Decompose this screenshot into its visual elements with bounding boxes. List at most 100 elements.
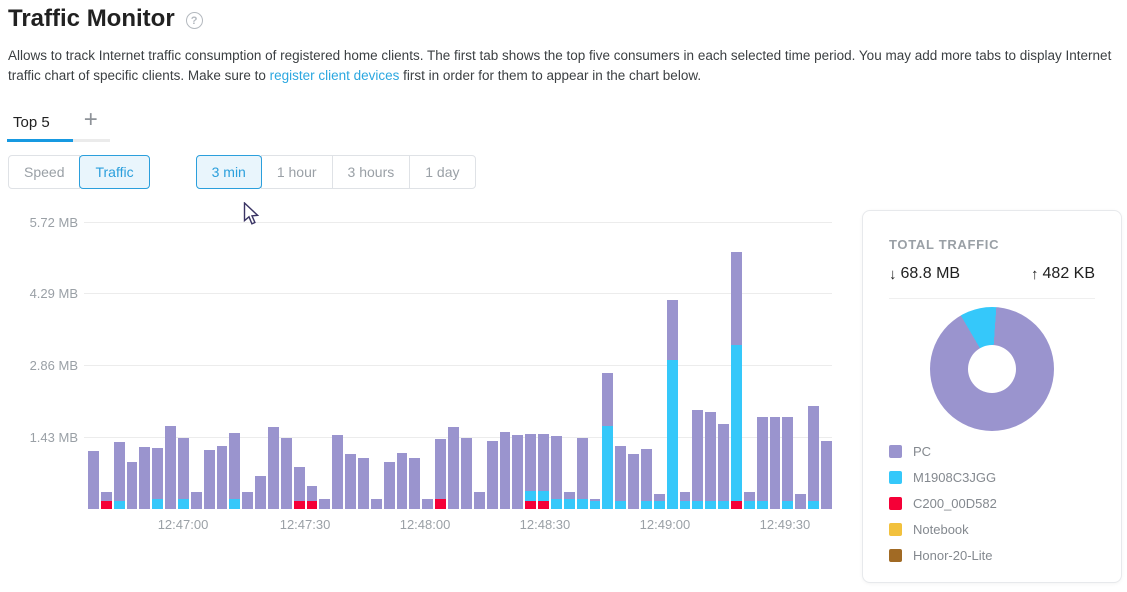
period-3hours-button[interactable]: 3 hours: [331, 155, 411, 189]
traffic-bar[interactable]: [525, 434, 537, 509]
traffic-bar[interactable]: [679, 491, 691, 509]
traffic-bar[interactable]: [88, 451, 99, 509]
traffic-bar[interactable]: [795, 494, 807, 509]
register-client-devices-link[interactable]: register client devices: [269, 67, 400, 83]
traffic-bar[interactable]: [808, 406, 819, 509]
legend-item-m1908c3jgg[interactable]: M1908C3JGG: [889, 464, 1095, 490]
traffic-bar[interactable]: [165, 425, 177, 509]
traffic-bar[interactable]: [358, 458, 369, 509]
traffic-bar[interactable]: [190, 492, 202, 509]
traffic-bar[interactable]: [448, 427, 459, 509]
traffic-bar[interactable]: [550, 435, 562, 509]
traffic-bar[interactable]: [268, 427, 279, 509]
traffic-bar[interactable]: [409, 458, 421, 509]
traffic-bar[interactable]: [306, 486, 318, 509]
traffic-bar[interactable]: [435, 439, 447, 509]
tab-top-5[interactable]: Top 5: [13, 113, 50, 131]
traffic-bar[interactable]: [589, 499, 601, 509]
traffic-bar[interactable]: [538, 434, 549, 509]
download-value: 68.8 MB: [900, 265, 961, 282]
traffic-bar[interactable]: [229, 433, 241, 509]
download-total: ↓ 68.8 MB: [889, 265, 960, 283]
traffic-bar[interactable]: [100, 492, 112, 509]
traffic-bar[interactable]: [615, 446, 627, 509]
page-description: Allows to track Internet traffic consump…: [8, 46, 1121, 85]
traffic-bar[interactable]: [666, 300, 678, 509]
traffic-bar[interactable]: [460, 437, 472, 509]
traffic-bar[interactable]: [293, 467, 305, 509]
bar-segment: [692, 410, 704, 501]
legend-item-pc[interactable]: PC: [889, 438, 1095, 464]
bar-segment: [358, 458, 369, 509]
page-header: Traffic Monitor ?: [8, 5, 203, 33]
traffic-bar[interactable]: [203, 450, 215, 509]
period-1hour-button[interactable]: 1 hour: [260, 155, 333, 189]
traffic-bar[interactable]: [718, 424, 729, 509]
traffic-bar[interactable]: [628, 454, 639, 509]
bar-segment: [589, 501, 601, 509]
traffic-donut-chart[interactable]: [930, 307, 1054, 431]
traffic-bar[interactable]: [139, 447, 151, 509]
traffic-bar[interactable]: [332, 435, 344, 509]
traffic-bar[interactable]: [383, 461, 395, 509]
m1908c3jgg-swatch: [889, 470, 902, 484]
traffic-bar[interactable]: [782, 417, 794, 509]
bar-segment: [525, 491, 537, 501]
traffic-bar[interactable]: [216, 446, 228, 509]
bar-segment: [795, 494, 807, 509]
traffic-bar[interactable]: [653, 494, 665, 509]
traffic-bar[interactable]: [512, 435, 524, 509]
card-divider: [889, 298, 1095, 299]
legend-item-honor-20-lite[interactable]: Honor-20-Lite: [889, 542, 1095, 568]
traffic-bar[interactable]: [319, 499, 331, 509]
traffic-bar[interactable]: [576, 438, 588, 509]
bar-segment: [345, 454, 357, 509]
traffic-bar[interactable]: [705, 412, 717, 509]
bar-segment: [808, 406, 819, 501]
add-tab-button[interactable]: +: [83, 106, 98, 133]
legend-item-c200-00d582[interactable]: C200_00D582: [889, 490, 1095, 516]
traffic-bar[interactable]: [640, 449, 652, 509]
traffic-bar[interactable]: [756, 417, 768, 509]
bar-segment: [602, 426, 614, 509]
traffic-button[interactable]: Traffic: [79, 155, 150, 189]
y-axis-tick: 2.86 MB: [29, 358, 78, 373]
x-axis-tick: 12:47:00: [157, 517, 209, 532]
traffic-bar[interactable]: [370, 499, 382, 509]
traffic-bar[interactable]: [242, 491, 254, 509]
tab-underline-active: [7, 139, 73, 142]
period-3min-button[interactable]: 3 min: [195, 155, 262, 189]
traffic-bar[interactable]: [602, 372, 614, 509]
traffic-bar[interactable]: [820, 441, 832, 509]
bar-segment: [820, 441, 832, 509]
traffic-bar[interactable]: [345, 454, 357, 509]
x-axis-tick: 12:49:30: [759, 517, 811, 532]
traffic-bar[interactable]: [280, 438, 292, 509]
traffic-bar[interactable]: [396, 453, 408, 509]
traffic-bar[interactable]: [255, 475, 267, 509]
traffic-bar[interactable]: [178, 438, 189, 509]
traffic-chart: 5.72 MB 4.29 MB 2.86 MB 1.43 MB 12:47:00…: [0, 209, 845, 544]
bar-segment: [486, 440, 498, 509]
traffic-bar[interactable]: [486, 440, 498, 509]
traffic-bar[interactable]: [769, 417, 781, 509]
traffic-bar[interactable]: [422, 499, 434, 509]
traffic-bar[interactable]: [743, 491, 755, 509]
traffic-bar[interactable]: [113, 442, 125, 509]
legend-item-notebook[interactable]: Notebook: [889, 516, 1095, 542]
traffic-bar[interactable]: [692, 410, 704, 509]
help-icon[interactable]: ?: [185, 12, 203, 29]
traffic-bar[interactable]: [563, 491, 575, 509]
speed-button[interactable]: Speed: [8, 155, 81, 189]
traffic-bar[interactable]: [499, 432, 511, 509]
bar-segment: [370, 499, 382, 509]
bar-segment: [782, 501, 794, 509]
donut-legend: PC M1908C3JGG C200_00D582 Notebook Honor…: [889, 438, 1095, 568]
traffic-bar[interactable]: [126, 462, 138, 509]
traffic-bar[interactable]: [152, 448, 164, 509]
notebook-swatch: [889, 522, 902, 536]
bar-segment: [615, 446, 627, 501]
traffic-bar[interactable]: [473, 491, 485, 509]
period-1day-button[interactable]: 1 day: [409, 155, 476, 189]
traffic-bar[interactable]: [730, 251, 742, 509]
